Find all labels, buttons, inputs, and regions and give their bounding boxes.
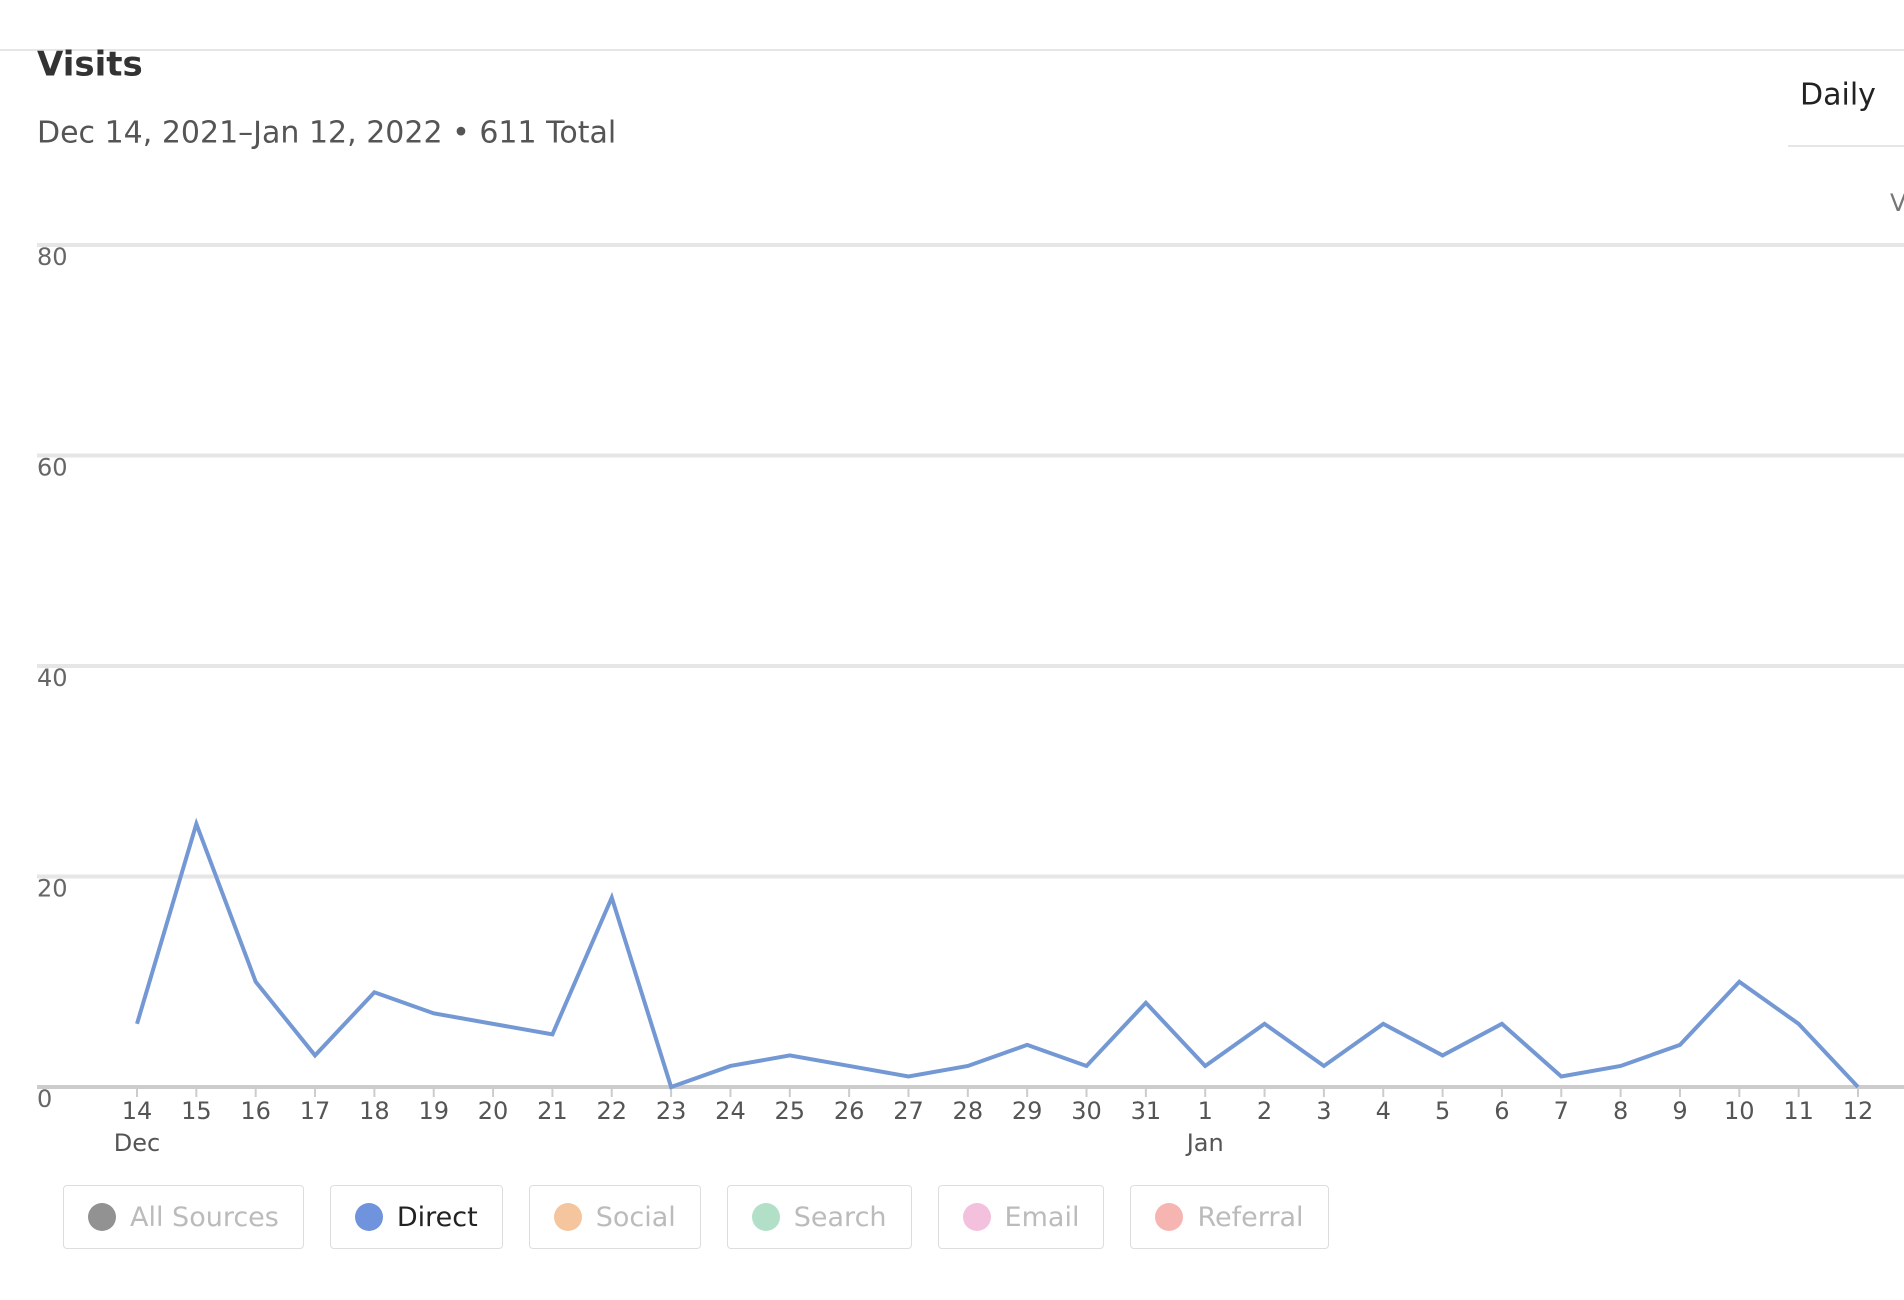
period-select[interactable]: Daily (1800, 78, 1876, 113)
source-dot (553, 1203, 582, 1231)
source-button[interactable]: Search (726, 1185, 912, 1249)
source-label: Social (595, 1201, 676, 1233)
x-tick-label: 21 (537, 1097, 568, 1125)
x-tick-label: 10 (1724, 1097, 1755, 1125)
x-tick-label: 11 (1783, 1097, 1814, 1125)
x-tick-label: 20 (478, 1097, 509, 1125)
source-dot (751, 1203, 780, 1231)
x-tick-label: 23 (656, 1097, 687, 1125)
x-tick-label: 3 (1316, 1097, 1331, 1125)
x-tick-label: 4 (1376, 1097, 1391, 1125)
x-tick-label: 15 (181, 1097, 212, 1125)
x-tick-label: 16 (240, 1097, 271, 1125)
x-tick-label: 31 (1131, 1097, 1162, 1125)
source-dot (1155, 1203, 1184, 1231)
x-tick-label: 5 (1435, 1097, 1450, 1125)
x-tick-label: 18 (359, 1097, 390, 1125)
x-tick-label: 29 (1012, 1097, 1043, 1125)
x-tick-label: 30 (1071, 1097, 1102, 1125)
source-button[interactable]: All Sources (63, 1185, 304, 1249)
x-tick-label: 6 (1494, 1097, 1509, 1125)
y-tick-label: 20 (37, 875, 68, 903)
x-tick-label: 9 (1672, 1097, 1687, 1125)
x-tick-label: 7 (1554, 1097, 1569, 1125)
x-tick-label: 19 (418, 1097, 449, 1125)
y-tick-label: 80 (37, 243, 68, 271)
x-tick-label: 22 (596, 1097, 627, 1125)
y-tick-label: 0 (37, 1085, 52, 1113)
x-tick-label: 1 (1198, 1097, 1213, 1125)
x-tick-label: 28 (953, 1097, 984, 1125)
x-tick-label: 17 (300, 1097, 331, 1125)
x-tick-label: 12 (1843, 1097, 1874, 1125)
y-tick-label: 40 (37, 664, 68, 692)
source-button[interactable]: Social (528, 1185, 701, 1249)
x-tick-label: 25 (775, 1097, 806, 1125)
source-label: All Sources (130, 1201, 279, 1233)
chart-title: Visits (37, 45, 143, 85)
source-button[interactable]: Email (937, 1185, 1105, 1249)
source-dot (354, 1203, 383, 1231)
x-tick-label: 26 (834, 1097, 865, 1125)
clipped-label: V (1890, 189, 1904, 217)
y-tick-label: 60 (37, 454, 68, 482)
x-tick-label: 14 (122, 1097, 153, 1125)
source-label: Referral (1197, 1201, 1304, 1233)
x-tick-label: 27 (893, 1097, 924, 1125)
x-tick-label: 24 (715, 1097, 746, 1125)
source-button[interactable]: Direct (329, 1185, 503, 1249)
source-dot (88, 1203, 116, 1231)
x-tick-label: 2 (1257, 1097, 1272, 1125)
source-label: Email (1004, 1201, 1080, 1233)
source-label: Search (793, 1201, 887, 1233)
x-tick-label: 8 (1613, 1097, 1628, 1125)
source-dot (962, 1203, 991, 1231)
source-button[interactable]: Referral (1130, 1185, 1329, 1249)
month-label: Dec (114, 1129, 160, 1157)
data-line (135, 817, 1860, 1090)
chart-subtitle: Dec 14, 2021–Jan 12, 2022 • 611 Total (37, 116, 616, 151)
month-label: Jan (1185, 1129, 1224, 1157)
legend: All Sources Direct Social Search Email Referr… (63, 1185, 1329, 1249)
source-label: Direct (396, 1201, 478, 1233)
chart: Visits Dec 14, 2021–Jan 12, 2022 • 611 T… (0, 45, 1904, 1157)
